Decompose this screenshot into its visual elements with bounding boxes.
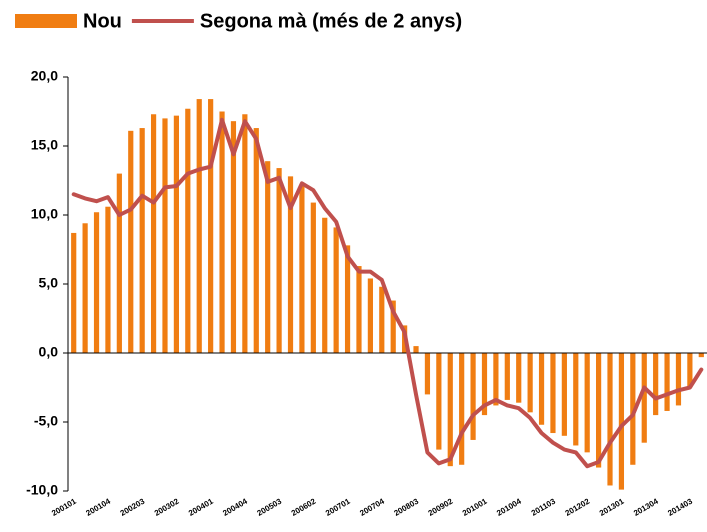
legend-label: Nou	[83, 10, 122, 32]
bar	[664, 353, 670, 411]
bar	[618, 353, 625, 490]
bar	[265, 161, 271, 353]
x-tick-label: 201004	[495, 496, 523, 517]
x-tick-label: 201001	[461, 496, 489, 517]
x-tick-label: 201202	[564, 496, 592, 517]
bar	[344, 245, 351, 353]
x-tick-label: 200401	[187, 496, 215, 517]
bar	[299, 184, 305, 353]
bar	[584, 353, 590, 453]
bar	[162, 118, 168, 354]
bar	[641, 353, 647, 443]
bar	[287, 176, 294, 353]
x-tick-label: 200104	[84, 496, 112, 517]
bar	[550, 353, 556, 434]
legend-label: Segona mà (més de 2 anys)	[200, 10, 462, 32]
bar	[82, 223, 88, 353]
bar	[424, 353, 431, 395]
bar	[516, 353, 522, 403]
bar	[630, 353, 636, 465]
x-tick-label: 201103	[530, 496, 558, 517]
bar	[310, 202, 316, 353]
bar	[367, 278, 373, 353]
x-tick-label: 200602	[290, 496, 318, 517]
bar	[208, 99, 214, 353]
bar	[390, 300, 396, 353]
x-tick-label: 200701	[324, 496, 352, 517]
x-tick-label: 200803	[392, 496, 420, 517]
bar	[93, 212, 100, 353]
bar	[333, 227, 339, 353]
x-tick-label: 200203	[119, 496, 147, 517]
bar	[128, 130, 134, 353]
x-tick-label: 201403	[666, 496, 694, 517]
bar	[607, 353, 613, 486]
x-tick-label: 200503	[256, 496, 284, 517]
line	[71, 117, 704, 469]
y-tick-label: 15,0	[31, 137, 58, 153]
bar	[219, 111, 225, 353]
bar	[379, 286, 385, 353]
bar	[573, 353, 579, 446]
y-tick-label: 10,0	[31, 206, 58, 222]
bar	[675, 353, 682, 406]
bar	[527, 353, 533, 413]
bar	[481, 353, 488, 416]
bar	[653, 353, 659, 416]
bar	[493, 353, 499, 406]
bar	[595, 353, 602, 468]
bar	[413, 346, 419, 353]
bar	[538, 353, 545, 425]
bar	[253, 128, 259, 353]
bar	[150, 114, 157, 353]
bar	[116, 173, 122, 353]
bar	[470, 353, 476, 440]
x-tick-label: 201301	[598, 496, 626, 517]
bar	[173, 115, 180, 353]
y-tick-label: 0,0	[39, 344, 59, 360]
bar	[561, 353, 567, 436]
y-tick-label: 5,0	[39, 275, 59, 291]
bar	[504, 353, 510, 400]
bar	[459, 353, 465, 465]
bar	[185, 108, 191, 354]
bar	[139, 128, 145, 353]
x-tick-label: 200704	[358, 496, 386, 517]
x-tick-label: 200902	[427, 496, 455, 517]
bar	[105, 206, 111, 353]
x-tick-label: 200101	[50, 496, 78, 517]
y-tick-label: -10,0	[26, 482, 58, 498]
bar	[698, 353, 704, 358]
bar	[356, 266, 362, 353]
bar	[322, 217, 328, 353]
bar	[196, 99, 202, 353]
x-tick-label: 200302	[153, 496, 181, 517]
bar	[687, 353, 693, 388]
bar	[230, 121, 237, 353]
bar	[242, 114, 248, 353]
x-tick-label: 200404	[221, 496, 249, 517]
y-tick-label: 20,0	[31, 68, 58, 84]
bar	[276, 168, 282, 353]
bar	[436, 353, 442, 450]
legend-swatch	[15, 14, 77, 28]
x-tick-label: 201304	[632, 496, 660, 517]
y-tick-label: -5,0	[34, 413, 58, 429]
bar	[71, 232, 77, 353]
bar	[447, 353, 453, 467]
